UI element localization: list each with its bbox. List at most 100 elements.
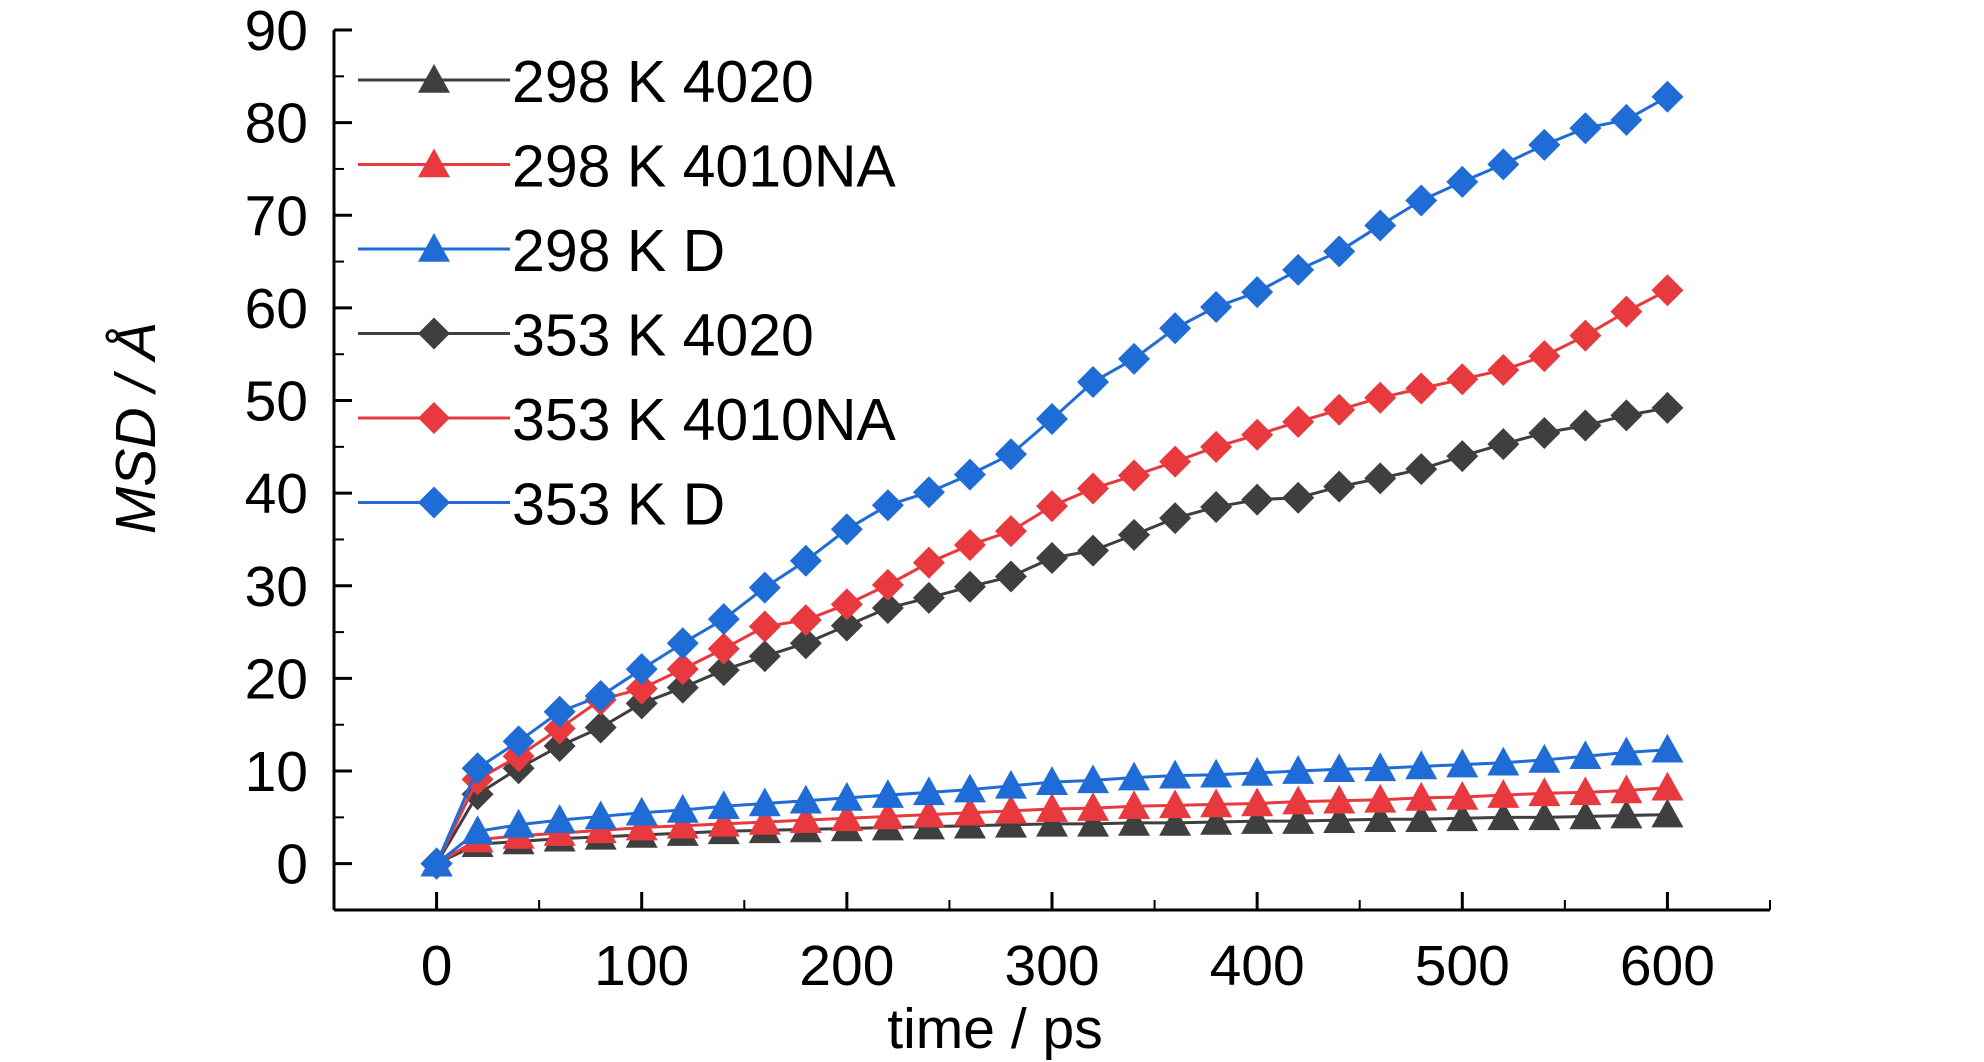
x-tick-label: 100	[594, 934, 689, 998]
data-point	[1569, 740, 1602, 770]
x-tick-label: 500	[1415, 934, 1510, 998]
data-point	[1200, 290, 1233, 323]
data-point	[1323, 235, 1356, 268]
x-tick-label: 300	[1004, 934, 1099, 998]
data-point	[1651, 80, 1684, 113]
data-point	[1118, 459, 1151, 492]
y-tick-label: 90	[245, 0, 308, 63]
data-point	[1036, 793, 1068, 822]
data-point	[830, 781, 863, 811]
data-point	[1159, 789, 1192, 819]
data-point	[1405, 372, 1438, 405]
y-tick-label: 80	[245, 92, 308, 156]
data-point	[1405, 803, 1438, 833]
data-point	[1159, 759, 1192, 789]
data-point	[1405, 781, 1438, 811]
data-point	[1077, 472, 1110, 505]
data-point	[912, 581, 945, 614]
legend-entry: 298 K D	[358, 218, 725, 284]
legend-entry: 298 K 4020	[358, 49, 814, 115]
data-point	[1200, 806, 1233, 835]
data-point	[666, 671, 699, 704]
data-point	[666, 793, 699, 823]
data-point	[1610, 103, 1643, 136]
data-point	[1282, 405, 1315, 438]
data-point	[1077, 366, 1110, 398]
data-point	[1569, 409, 1602, 442]
data-point	[1487, 746, 1520, 776]
data-point	[994, 515, 1027, 548]
data-point	[1159, 312, 1192, 345]
data-point	[1282, 481, 1315, 514]
data-point	[994, 438, 1027, 471]
data-point	[1118, 518, 1151, 551]
data-point	[707, 654, 740, 687]
data-point	[1651, 798, 1684, 828]
data-point	[871, 779, 904, 808]
y-tick-label: 10	[245, 740, 308, 804]
data-point	[1569, 319, 1602, 352]
data-point	[1487, 353, 1520, 386]
data-point	[1241, 276, 1274, 309]
data-point	[1323, 470, 1356, 503]
data-point	[543, 712, 576, 745]
data-point	[1241, 805, 1274, 834]
axes: 0 10 20 30 40 50 60 70 80 90 0 100 200 300 400 500 600	[245, 0, 1771, 998]
data-point	[1159, 445, 1192, 478]
data-point	[1405, 750, 1438, 780]
data-point	[1077, 764, 1110, 794]
data-point	[1569, 112, 1602, 145]
data-point	[1364, 209, 1397, 242]
data-point	[1159, 502, 1192, 535]
data-point	[666, 627, 699, 660]
data-point	[1036, 542, 1068, 574]
data-point	[1487, 148, 1520, 181]
data-point	[1200, 758, 1233, 788]
data-point	[1610, 774, 1643, 804]
data-point	[789, 804, 822, 833]
data-point	[1077, 792, 1110, 821]
data-point	[1200, 430, 1233, 463]
legend-marker	[418, 486, 450, 519]
data-point	[584, 680, 617, 713]
legend-label: 298 K D	[512, 218, 725, 284]
x-tick-label: 400	[1210, 934, 1305, 998]
data-point	[994, 794, 1027, 824]
data-point	[912, 776, 945, 806]
data-point	[1487, 801, 1520, 831]
data-point	[1446, 165, 1479, 198]
data-point	[1323, 393, 1356, 426]
data-point	[502, 808, 535, 838]
data-point	[1528, 743, 1561, 773]
data-point	[1036, 490, 1068, 523]
data-point	[912, 476, 945, 509]
legend-entry: 353 K 4010NA	[358, 387, 896, 453]
data-point	[625, 653, 658, 686]
data-point	[789, 627, 822, 660]
data-point	[1364, 783, 1397, 813]
data-point	[994, 769, 1027, 799]
series-layer	[420, 80, 1684, 880]
data-point	[748, 571, 781, 604]
y-tick-label: 0	[276, 833, 308, 897]
legend-label: 298 K 4010NA	[512, 134, 896, 200]
data-point	[1569, 800, 1602, 830]
data-point	[1610, 736, 1643, 766]
data-point	[625, 811, 658, 841]
y-axis-title: MSD / Å	[104, 322, 168, 534]
data-point	[953, 458, 986, 491]
data-point	[1118, 761, 1151, 791]
y-tick-label: 50	[245, 370, 308, 434]
data-point	[1446, 780, 1479, 810]
data-point	[1651, 771, 1684, 801]
data-point	[748, 640, 781, 673]
data-point	[789, 784, 822, 814]
x-axis-title: time / ps	[887, 997, 1102, 1061]
data-point	[1241, 756, 1274, 786]
data-point	[953, 570, 986, 603]
data-point	[543, 695, 576, 728]
data-point	[1610, 399, 1643, 432]
data-point	[1364, 752, 1397, 782]
data-point	[1036, 766, 1068, 795]
data-point	[1610, 799, 1643, 829]
